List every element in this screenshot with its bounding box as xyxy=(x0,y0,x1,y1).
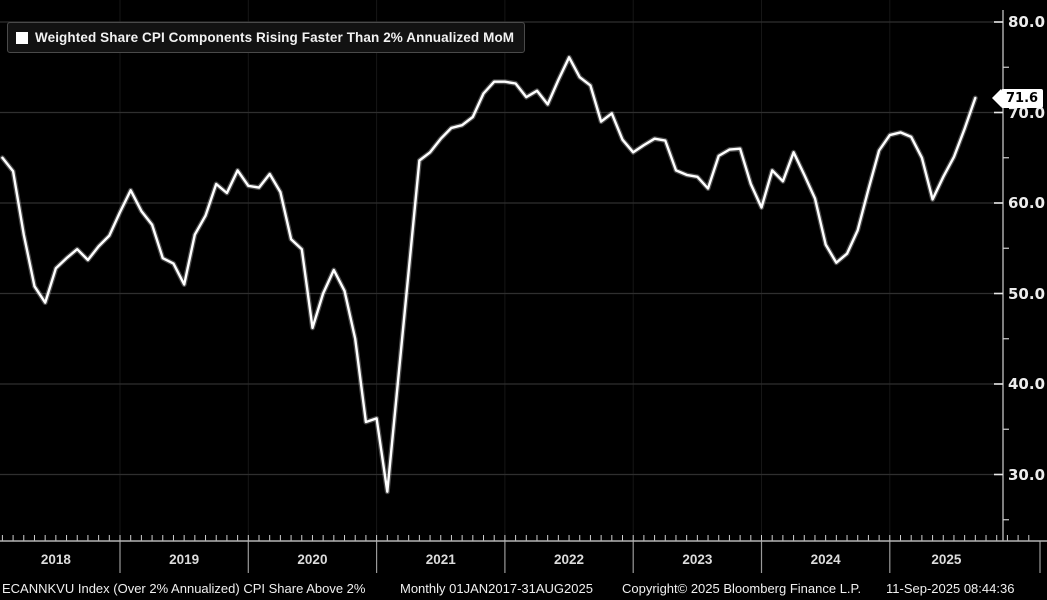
x-axis-year-label: 2020 xyxy=(297,552,328,567)
legend[interactable]: Weighted Share CPI Components Rising Fas… xyxy=(7,22,526,53)
x-axis-year-label: 2019 xyxy=(169,552,200,567)
y-axis-tick-label: 60.0 xyxy=(1008,194,1046,212)
x-axis-year-label: 2024 xyxy=(810,552,841,567)
y-axis-tick-label: 40.0 xyxy=(1008,375,1046,393)
y-axis-tick-label: 50.0 xyxy=(1008,284,1046,303)
status-bar: ECANNKVU Index (Over 2% Annualized) CPI … xyxy=(0,580,1047,600)
series-line-glow xyxy=(0,54,978,495)
last-value-text: 71.6 xyxy=(1001,88,1044,108)
x-axis-year-label: 2018 xyxy=(40,552,71,567)
timestamp: 11-Sep-2025 08:44:36 xyxy=(886,581,1015,596)
x-axis-year-label: 2025 xyxy=(931,552,962,567)
x-axis-year-label: 2023 xyxy=(682,552,713,567)
year-gridlines xyxy=(119,0,891,541)
legend-series-swatch-icon xyxy=(16,31,28,44)
x-axis-year-separators xyxy=(119,541,1041,573)
security-description: ECANNKVU Index (Over 2% Annualized) CPI … xyxy=(2,581,366,596)
tag-arrow-icon xyxy=(992,89,1001,108)
y-axis-tick-label: 80.0 xyxy=(1008,13,1046,31)
legend-series-label: Weighted Share CPI Components Rising Fas… xyxy=(35,30,515,45)
y-axis-ticks xyxy=(994,21,1009,521)
copyright-notice: Copyright© 2025 Bloomberg Finance L.P. xyxy=(622,581,862,596)
period-range: Monthly 01JAN2017-31AUG2025 xyxy=(400,581,593,596)
y-axis-tick-label: 70.0 xyxy=(1008,103,1046,122)
horizontal-gridlines xyxy=(0,21,1003,476)
x-axis-year-label: 2021 xyxy=(425,552,456,567)
y-axis-tick-label: 30.0 xyxy=(1008,465,1046,484)
last-value-tag: 71.6 xyxy=(992,88,1044,108)
x-axis-year-label: 2022 xyxy=(554,552,585,567)
x-axis-month-ticks xyxy=(1,535,1030,541)
series-line xyxy=(1,56,977,493)
